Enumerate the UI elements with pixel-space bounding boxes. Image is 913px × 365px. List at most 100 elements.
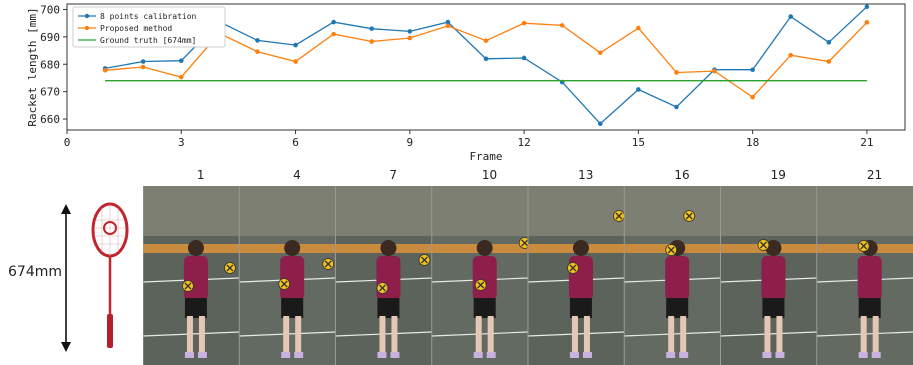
data-point [331,31,336,37]
y-tick-label: 670 [40,86,60,99]
marker-x-icon [567,262,579,274]
legend: 8 points calibration Proposed method Groun… [72,6,226,48]
data-point [788,14,794,19]
racket-length-label: 674mm [8,264,62,280]
series-1 [102,4,870,126]
y-tick-label: 680 [40,58,60,71]
data-point [140,64,146,70]
data-point [369,26,375,31]
data-point [597,121,603,126]
data-point [445,19,451,25]
data-point [712,68,717,74]
x-tick-label: 3 [178,136,185,149]
data-point [407,35,413,41]
data-point [864,4,870,10]
legend-marker [84,25,90,31]
marker-x-icon [757,239,770,251]
legend-box [72,6,226,48]
data-point [178,58,184,63]
x-tick-label: 9 [407,136,414,149]
y-axis-ticks: 660 670 680 690 700 [40,3,67,126]
legend-label: Proposed method [100,24,172,33]
frame-photo [816,186,913,365]
y-tick-label: 690 [40,31,60,44]
data-point [483,56,489,62]
data-point [293,59,298,64]
legend-label: 8 points calibration [100,12,197,21]
frame-photo [143,186,240,365]
badminton-racket-icon [91,202,129,348]
frame-photo [335,186,432,365]
data-point [445,23,451,29]
marker-x-icon [278,278,291,290]
frame-number-label: 21 [866,168,883,182]
data-point [636,87,641,92]
x-tick-label: 6 [292,136,299,149]
data-point [750,67,755,73]
data-point [521,55,527,61]
frame-number-label: 10 [481,168,498,182]
frame-photo [720,186,840,365]
x-tick-label: 0 [64,136,71,149]
data-point [597,50,603,56]
x-tick-label: 15 [632,136,645,149]
frame-number-label: 7 [389,168,398,182]
data-point [864,20,870,25]
y-tick-label: 700 [40,3,60,16]
frame-number-label: 19 [770,168,786,182]
racket-length-chart: 660 670 680 690 700 0 3 6 9 12 15 18 21 Frame Racke… [26,3,906,163]
data-point [178,74,184,80]
badminton-photo-strip [143,186,913,365]
marker-x-icon [322,258,335,270]
x-tick-label: 12 [517,136,530,149]
series-layer [102,4,870,126]
double-arrow-icon [61,204,71,352]
frame-number-label: 1 [196,168,205,182]
legend-label: Ground truth [674mm] [100,36,196,45]
plot-frame [66,3,906,131]
frame-photo [527,186,625,365]
data-point [407,29,413,34]
data-point [826,59,832,64]
marker-x-icon [857,240,870,252]
frame-number-label: 16 [674,168,690,182]
marker-x-icon [224,262,236,274]
x-tick-label: 18 [746,136,759,149]
data-point [674,104,679,110]
data-point [559,23,565,28]
figure-panel: 674mm 1 4 7 10 13 16 19 21 [0,168,913,365]
frame-photo [238,186,336,365]
data-point [826,40,832,45]
frame-number-label: 4 [293,168,301,182]
x-axis-label: Frame [469,150,502,163]
frame-number-label: 13 [578,168,594,182]
data-point [750,94,755,100]
marker-x-icon [376,282,389,294]
frame-photo [623,186,721,365]
legend-marker [84,13,90,19]
data-point [636,25,641,31]
x-tick-label: 21 [860,136,873,149]
data-point [331,19,336,25]
y-tick-label: 660 [40,113,60,126]
marker-x-icon [613,210,625,222]
x-axis-ticks: 0 3 6 9 12 15 18 21 [64,130,874,149]
data-point [293,42,298,48]
data-point [140,59,146,64]
marker-x-icon [182,280,194,292]
data-point [369,39,375,44]
data-point [521,20,527,26]
frame-labels: 1 4 7 10 13 16 19 21 [143,168,913,186]
data-point [483,38,489,44]
data-point [255,38,260,43]
marker-x-icon [418,254,431,266]
marker-x-icon [665,244,678,256]
frame-photo [431,186,531,365]
data-point [674,70,679,75]
marker-x-icon [474,279,487,291]
series-2 [102,20,870,100]
marker-x-icon [683,210,696,222]
y-axis-label: Racket length [mm] [26,7,39,126]
data-point [788,52,794,58]
data-point [102,67,108,73]
